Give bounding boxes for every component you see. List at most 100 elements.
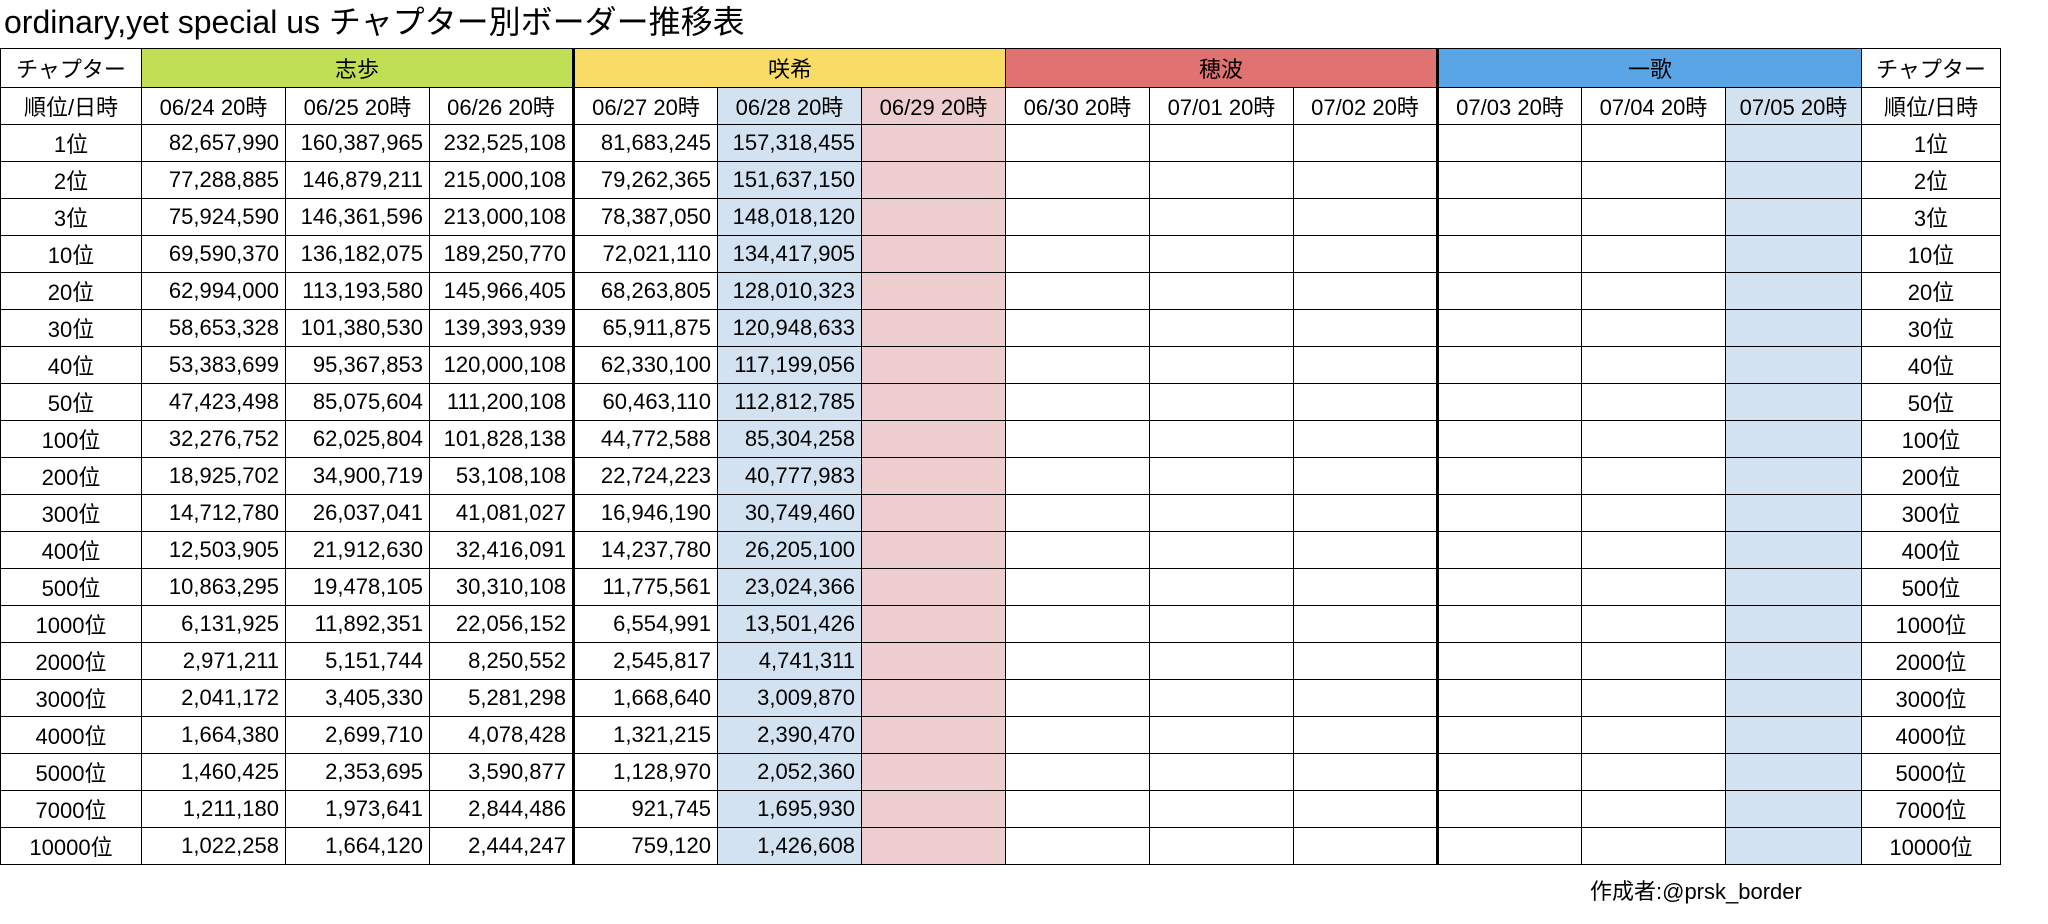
border-value-cell: 85,075,604 (285, 383, 430, 421)
rank-cell-right: 30位 (1861, 309, 2001, 347)
border-value-cell: 22,056,152 (429, 605, 574, 643)
border-value-cell: 44,772,588 (572, 420, 718, 458)
rank-cell-right: 10位 (1861, 235, 2001, 273)
rank-cell: 1000位 (0, 605, 142, 643)
empty-cell (861, 198, 1006, 236)
empty-cell (1725, 716, 1862, 754)
border-value-cell: 58,653,328 (141, 309, 286, 347)
border-value-cell: 213,000,108 (429, 198, 574, 236)
border-value-cell: 136,182,075 (285, 235, 430, 273)
border-value-cell: 41,081,027 (429, 494, 574, 532)
table-row: 1000位 6,131,925 11,892,351 22,056,152 6,554,… (0, 605, 2001, 643)
empty-cell (1149, 716, 1294, 754)
border-value-cell: 2,699,710 (285, 716, 430, 754)
empty-cell (1293, 531, 1438, 569)
empty-cell (1293, 198, 1438, 236)
empty-cell (1436, 494, 1582, 532)
table-row: 3000位 2,041,172 3,405,330 5,281,298 1,668,64… (0, 679, 2001, 717)
empty-cell (1005, 716, 1150, 754)
border-value-cell: 60,463,110 (572, 383, 718, 421)
empty-cell (861, 605, 1006, 643)
empty-cell (1293, 235, 1438, 273)
empty-cell (1725, 827, 1862, 865)
rank-cell-right: 20位 (1861, 272, 2001, 310)
border-value-cell: 78,387,050 (572, 198, 718, 236)
border-value-cell: 1,321,215 (572, 716, 718, 754)
border-value-cell: 215,000,108 (429, 161, 574, 199)
border-value-cell: 30,310,108 (429, 568, 574, 606)
border-value-cell: 2,844,486 (429, 790, 574, 828)
empty-cell (1293, 161, 1438, 199)
empty-cell (1725, 272, 1862, 310)
empty-cell (1293, 679, 1438, 717)
empty-cell (1149, 605, 1294, 643)
border-value-cell: 85,304,258 (717, 420, 862, 458)
empty-cell (1293, 827, 1438, 865)
border-value-cell: 1,973,641 (285, 790, 430, 828)
table-row: 50位 47,423,498 85,075,604 111,200,108 60,463… (0, 383, 2001, 421)
border-value-cell: 134,417,905 (717, 235, 862, 273)
rank-date-label-left: 順位/日時 (0, 87, 142, 125)
empty-cell (1725, 383, 1862, 421)
border-value-cell: 21,912,630 (285, 531, 430, 569)
empty-cell (1005, 494, 1150, 532)
empty-cell (1725, 457, 1862, 495)
border-value-cell: 65,911,875 (572, 309, 718, 347)
rank-cell-right: 5000位 (1861, 753, 2001, 791)
empty-cell (1725, 568, 1862, 606)
chapter-header-row: チャプター 志歩 咲希 穂波 一歌 チャプター (0, 48, 2001, 88)
border-value-cell: 112,812,785 (717, 383, 862, 421)
empty-cell (1005, 790, 1150, 828)
empty-cell (1725, 531, 1862, 569)
empty-cell (1005, 531, 1150, 569)
border-value-cell: 81,683,245 (572, 124, 718, 162)
empty-cell (1436, 457, 1582, 495)
empty-cell (1005, 272, 1150, 310)
empty-cell (1725, 642, 1862, 680)
border-value-cell: 23,024,366 (717, 568, 862, 606)
empty-cell (1293, 494, 1438, 532)
rank-cell-right: 10000位 (1861, 827, 2001, 865)
border-value-cell: 189,250,770 (429, 235, 574, 273)
empty-cell (861, 272, 1006, 310)
border-value-cell: 101,828,138 (429, 420, 574, 458)
empty-cell (1005, 753, 1150, 791)
rank-cell: 7000位 (0, 790, 142, 828)
border-value-cell: 1,664,380 (141, 716, 286, 754)
date-header-cell: 06/24 20時 (141, 87, 286, 125)
chapter-header-3: 穂波 (1005, 48, 1438, 88)
table-row: 5000位 1,460,425 2,353,695 3,590,877 1,128,97… (0, 753, 2001, 791)
empty-cell (1149, 161, 1294, 199)
date-header-cell: 07/03 20時 (1436, 87, 1582, 125)
border-value-cell: 139,393,939 (429, 309, 574, 347)
rank-cell: 500位 (0, 568, 142, 606)
border-value-cell: 13,501,426 (717, 605, 862, 643)
border-value-cell: 128,010,323 (717, 272, 862, 310)
border-value-cell: 11,775,561 (572, 568, 718, 606)
border-value-cell: 40,777,983 (717, 457, 862, 495)
border-value-cell: 146,361,596 (285, 198, 430, 236)
border-value-cell: 1,128,970 (572, 753, 718, 791)
border-value-cell: 3,009,870 (717, 679, 862, 717)
border-value-cell: 12,503,905 (141, 531, 286, 569)
table-row: 30位 58,653,328 101,380,530 139,393,939 65,91… (0, 309, 2001, 347)
author-credit: 作成者:@prsk_border (1590, 879, 1802, 904)
date-header-cell: 06/28 20時 (717, 87, 862, 125)
table-row: 4000位 1,664,380 2,699,710 4,078,428 1,321,21… (0, 716, 2001, 754)
empty-cell (1149, 568, 1294, 606)
rank-cell: 3位 (0, 198, 142, 236)
empty-cell (1436, 161, 1582, 199)
table-row: 10位 69,590,370 136,182,075 189,250,770 72,02… (0, 235, 2001, 273)
empty-cell (1149, 827, 1294, 865)
border-value-cell: 79,262,365 (572, 161, 718, 199)
border-value-cell: 4,741,311 (717, 642, 862, 680)
border-value-cell: 77,288,885 (141, 161, 286, 199)
border-value-cell: 1,695,930 (717, 790, 862, 828)
border-value-cell: 148,018,120 (717, 198, 862, 236)
table-row: 3位 75,924,590 146,361,596 213,000,108 78,387… (0, 198, 2001, 236)
border-value-cell: 62,025,804 (285, 420, 430, 458)
border-value-cell: 1,668,640 (572, 679, 718, 717)
border-value-cell: 47,423,498 (141, 383, 286, 421)
table-row: 2000位 2,971,211 5,151,744 8,250,552 2,545,81… (0, 642, 2001, 680)
